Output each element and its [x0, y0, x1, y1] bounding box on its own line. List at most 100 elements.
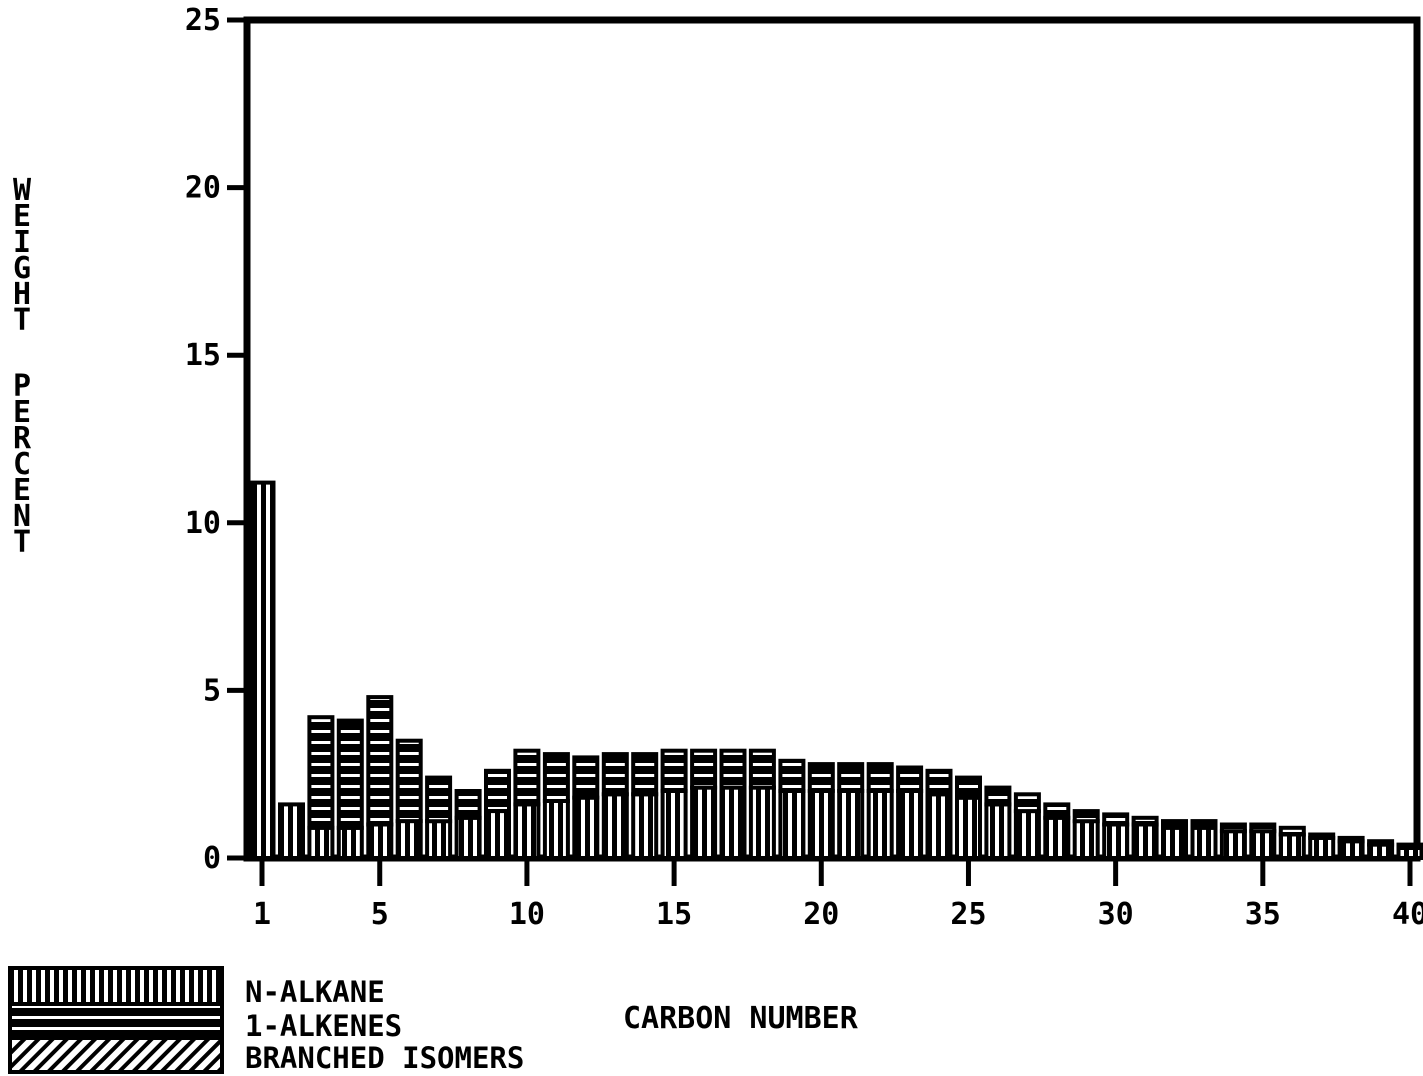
bar-segment-1-alkenes-c12 — [572, 755, 600, 800]
legend: N-ALKANE 1-ALKENES BRANCHED ISOMERS — [8, 966, 524, 1075]
bar-segment-1-alkenes-c7 — [425, 775, 453, 824]
x-tick-label: 35 — [1245, 897, 1281, 932]
x-tick-label: 5 — [371, 897, 389, 932]
y-axis: 0 5 10 15 20 25 — [185, 3, 247, 876]
bar-segment-n-alkane-c25 — [955, 795, 982, 861]
bar-segment-n-alkane-c26 — [984, 802, 1012, 861]
x-tick-label: 40 — [1392, 897, 1423, 932]
bar-segment-n-alkane-c2 — [278, 802, 305, 861]
bar-segment-1-alkenes-c10 — [513, 748, 541, 807]
bar-segment-n-alkane-c35 — [1249, 829, 1277, 861]
bar-segment-1-alkenes-c39 — [1367, 839, 1395, 847]
x-tick-label: 20 — [803, 897, 839, 932]
bar-segment-n-alkane-c10 — [513, 802, 541, 861]
bar-segment-n-alkane-c6 — [395, 819, 423, 860]
bar-segment-n-alkane-c32 — [1161, 825, 1188, 860]
bar-segment-1-alkenes-c6 — [395, 738, 423, 824]
bar-segment-1-alkenes-c21 — [837, 762, 865, 793]
legend-swatch-1-alkenes — [8, 1002, 224, 1040]
bar-segment-n-alkane-c22 — [866, 789, 894, 860]
bar-segment-1-alkenes-c5 — [366, 695, 394, 827]
bar-segment-n-alkane-c28 — [1043, 815, 1071, 860]
bar-segment-n-alkane-c9 — [484, 809, 511, 860]
bar-segment-n-alkane-c36 — [1278, 832, 1306, 860]
y-tick-label: 0 — [203, 841, 221, 876]
bar-segment-n-alkane-c19 — [778, 789, 806, 860]
x-tick-label: 1 — [253, 897, 271, 932]
bar-segment-n-alkane-c16 — [690, 785, 718, 860]
bar-segment-1-alkenes-c33 — [1190, 819, 1218, 830]
y-tick-label: 25 — [185, 3, 221, 38]
bar-segment-1-alkenes-c14 — [631, 752, 659, 797]
bar-segment-n-alkane-c21 — [837, 789, 865, 860]
bar-segment-1-alkenes-c31 — [1131, 815, 1159, 827]
bar-segment-n-alkane-c3 — [307, 825, 335, 860]
bars-group — [248, 480, 1423, 861]
bar-segment-1-alkenes-c18 — [748, 748, 776, 790]
bar-segment-n-alkane-c18 — [748, 785, 776, 860]
y-tick-label: 15 — [185, 338, 221, 373]
x-tick-label: 30 — [1098, 897, 1134, 932]
bar-segment-1-alkenes-c11 — [542, 752, 570, 803]
bar-segment-n-alkane-c15 — [660, 789, 688, 860]
bar-segment-1-alkenes-c25 — [955, 775, 982, 800]
bar-segment-n-alkane-c14 — [631, 792, 659, 860]
bar-segment-1-alkenes-c40 — [1396, 842, 1423, 850]
bar-segment-n-alkane-c5 — [366, 822, 394, 860]
bar-segment-1-alkenes-c36 — [1278, 825, 1306, 837]
bar-segment-1-alkenes-c23 — [896, 765, 924, 793]
legend-label-1-alkenes: 1-ALKENES — [245, 1009, 402, 1043]
bar-segment-n-alkane-c34 — [1219, 829, 1247, 861]
bar-segment-1-alkenes-c13 — [601, 752, 629, 797]
bar-segment-n-alkane-c1 — [248, 480, 276, 860]
bar-segment-n-alkane-c12 — [572, 795, 600, 861]
bar-segment-n-alkane-c39 — [1367, 842, 1395, 860]
bar-segment-1-alkenes-c37 — [1308, 832, 1336, 840]
bar-segment-1-alkenes-c16 — [690, 748, 718, 790]
bar-segment-1-alkenes-c30 — [1102, 812, 1130, 827]
y-tick-label: 20 — [185, 171, 221, 206]
bar-segment-1-alkenes-c35 — [1249, 822, 1277, 834]
bar-segment-n-alkane-c4 — [336, 825, 364, 860]
bar-segment-1-alkenes-c3 — [307, 715, 335, 830]
bar-segment-n-alkane-c17 — [719, 785, 747, 860]
bar-segment-n-alkane-c31 — [1131, 822, 1159, 860]
x-tick-label: 10 — [509, 897, 545, 932]
bar-segment-n-alkane-c8 — [454, 815, 482, 860]
bar-segment-1-alkenes-c4 — [336, 718, 364, 830]
y-tick-label: 5 — [203, 673, 221, 708]
bar-segment-1-alkenes-c22 — [866, 762, 894, 793]
bar-segment-1-alkenes-c34 — [1219, 822, 1247, 834]
plot-frame — [243, 16, 1421, 862]
bar-segment-1-alkenes-c29 — [1072, 809, 1100, 824]
legend-swatch-branched-isomers — [8, 1036, 224, 1074]
bar-segment-1-alkenes-c26 — [984, 785, 1012, 807]
bar-segment-1-alkenes-c32 — [1161, 819, 1188, 830]
x-tick-label: 15 — [656, 897, 692, 932]
bar-segment-1-alkenes-c15 — [660, 748, 688, 793]
bar-segment-n-alkane-c29 — [1072, 819, 1100, 860]
legend-label-branched-isomers: BRANCHED ISOMERS — [245, 1041, 524, 1075]
bar-segment-n-alkane-c23 — [896, 789, 924, 860]
bar-segment-n-alkane-c27 — [1013, 809, 1041, 860]
legend-swatch-n-alkane — [8, 966, 224, 1006]
bar-segment-1-alkenes-c28 — [1043, 802, 1071, 820]
bar-segment-n-alkane-c20 — [807, 789, 835, 860]
bar-segment-1-alkenes-c20 — [807, 762, 835, 793]
bar-segment-1-alkenes-c9 — [484, 768, 511, 813]
bar-segment-n-alkane-c11 — [542, 799, 570, 860]
x-tick-label: 25 — [950, 897, 986, 932]
bar-segment-1-alkenes-c19 — [778, 758, 806, 793]
y-tick-label: 10 — [185, 506, 221, 541]
bar-segment-1-alkenes-c27 — [1013, 792, 1041, 814]
bar-segment-n-alkane-c13 — [601, 792, 629, 860]
legend-label-n-alkane: N-ALKANE — [245, 975, 385, 1009]
bar-segment-1-alkenes-c17 — [719, 748, 747, 790]
bar-segment-n-alkane-c24 — [925, 792, 953, 860]
bar-segment-n-alkane-c37 — [1308, 835, 1336, 861]
bar-segment-n-alkane-c38 — [1337, 839, 1365, 861]
bar-segment-n-alkane-c33 — [1190, 825, 1218, 860]
bar-segment-1-alkenes-c24 — [925, 768, 953, 797]
